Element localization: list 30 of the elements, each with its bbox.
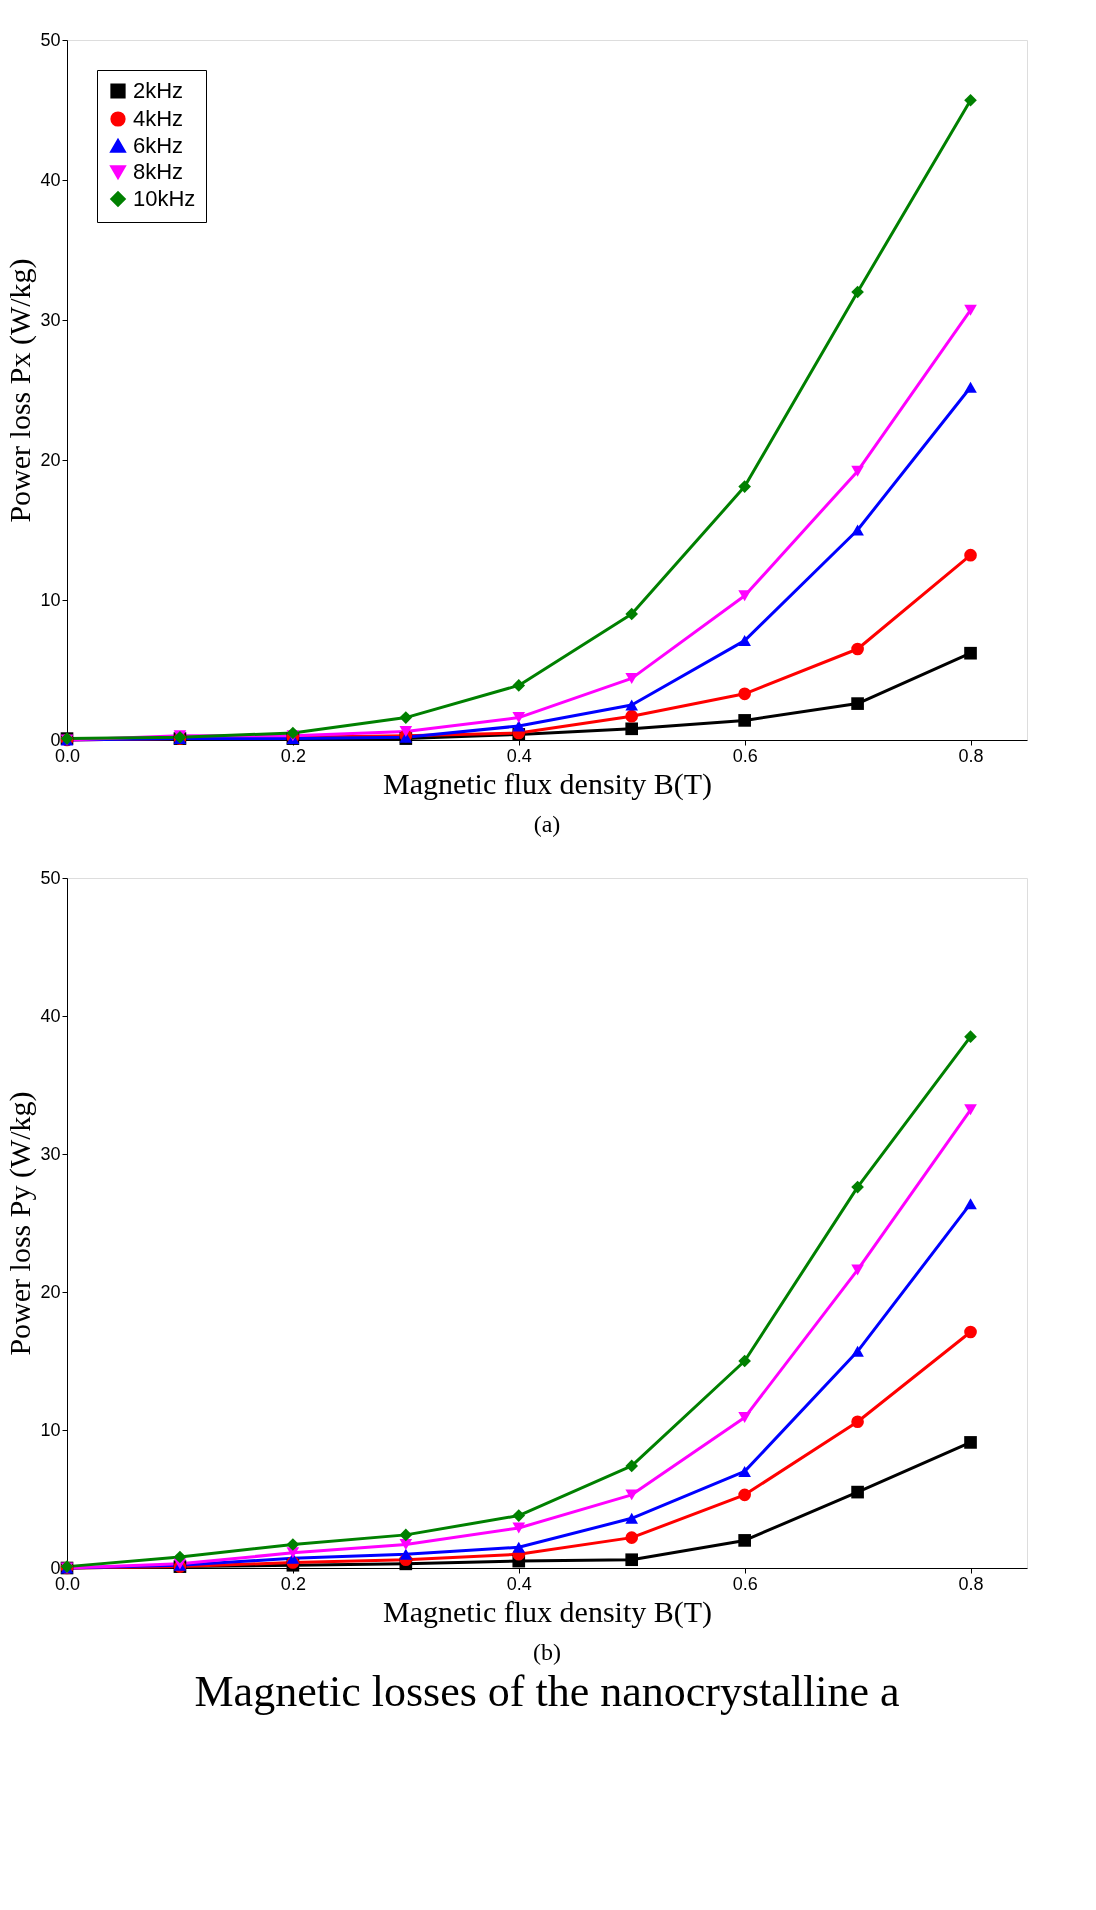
- x-axis-title: Magnetic flux density B(T): [382, 766, 713, 801]
- x-tick-label: 0.4: [506, 1573, 532, 1594]
- x-axis-title: Magnetic flux density B(T): [382, 1594, 713, 1629]
- y-tick-label: 50: [40, 867, 61, 888]
- y-axis-title: Power loss Px (W/kg): [3, 258, 38, 523]
- text: (a): [533, 811, 561, 837]
- legend-label: 2kHz: [133, 78, 184, 103]
- y-tick-label: 30: [40, 1143, 61, 1164]
- legend-label: 6kHz: [133, 133, 184, 158]
- y-axis-title: Power loss Py (W/kg): [3, 1091, 38, 1356]
- y-tick-label: 40: [40, 1005, 61, 1026]
- y-tick-label: 10: [40, 1419, 61, 1440]
- text: Magnetic losses of the nanocrystalline a: [194, 1667, 900, 1716]
- x-tick-label: 0.8: [958, 1573, 984, 1594]
- y-tick-label: 40: [40, 169, 61, 190]
- y-tick-label: 50: [40, 29, 61, 50]
- y-tick-label: 30: [40, 309, 61, 330]
- y-tick-label: 10: [40, 589, 61, 610]
- x-tick-label: 0.4: [506, 745, 532, 766]
- legend-label: 10kHz: [133, 186, 196, 211]
- legend-label: 4kHz: [133, 106, 184, 131]
- x-tick-label: 0.2: [280, 1573, 306, 1594]
- x-tick-label: 0.8: [958, 745, 984, 766]
- x-tick-label: 0.2: [280, 745, 306, 766]
- y-tick-label: 20: [40, 449, 61, 470]
- y-tick-label: 20: [40, 1281, 61, 1302]
- x-tick-label: 0.6: [732, 1573, 758, 1594]
- legend-label: 8kHz: [133, 159, 184, 184]
- text: (b): [533, 1639, 561, 1665]
- x-tick-label: 0.6: [732, 745, 758, 766]
